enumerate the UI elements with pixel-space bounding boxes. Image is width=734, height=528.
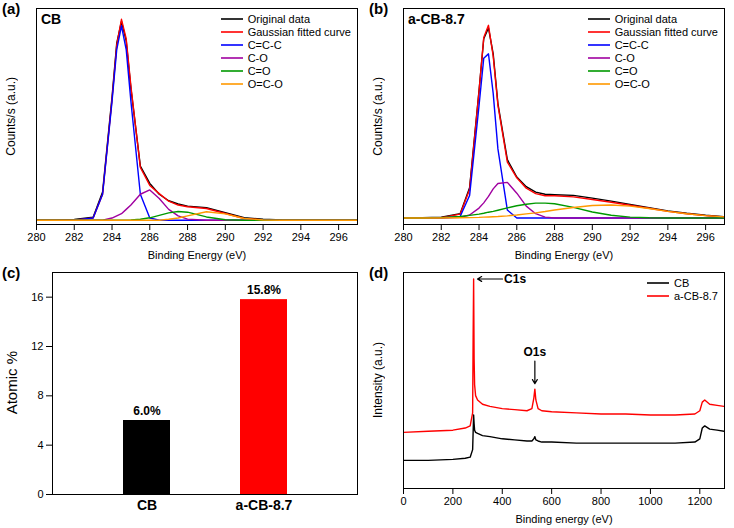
svg-text:4: 4	[37, 439, 43, 451]
svg-text:294: 294	[292, 231, 310, 243]
svg-text:292: 292	[621, 231, 639, 243]
svg-text:288: 288	[545, 231, 563, 243]
html-text:(d): (d)	[369, 264, 389, 281]
svg-text:O1s: O1s	[524, 345, 547, 359]
svg-text:600: 600	[542, 495, 560, 507]
html-text:Atomic %: Atomic %	[2, 351, 20, 415]
svg-text:16: 16	[31, 291, 43, 303]
html-text:C=O: C=O	[247, 64, 271, 77]
svg-text:6.0%: 6.0%	[133, 404, 161, 418]
svg-text:296: 296	[329, 231, 347, 243]
html-text:(c): (c)	[2, 264, 21, 281]
html-text:(a): (a)	[2, 0, 21, 17]
svg-text:280: 280	[27, 231, 45, 243]
html-text:Original data: Original data	[614, 12, 677, 25]
svg-text:C1s: C1s	[504, 272, 526, 286]
svg-text:286: 286	[508, 231, 526, 243]
html-text:C=C-C: C=C-C	[247, 38, 282, 51]
svg-text:290: 290	[216, 231, 234, 243]
html-text:C=C-C: C=C-C	[614, 38, 649, 51]
html-text:Intensity (a.u.): Intensity (a.u.)	[371, 342, 385, 418]
svg-text:1200: 1200	[688, 495, 712, 507]
html-text:Counts/s (a.u.): Counts/s (a.u.)	[4, 76, 18, 156]
svg-text:Binding energy (eV): Binding energy (eV)	[515, 513, 612, 525]
svg-text:8: 8	[37, 389, 43, 401]
html-text:Original data: Original data	[247, 12, 310, 25]
svg-text:800: 800	[592, 495, 610, 507]
html-text:CB: CB	[674, 276, 690, 289]
svg-text:296: 296	[696, 231, 714, 243]
html-text:(b): (b)	[369, 0, 389, 17]
svg-text:400: 400	[493, 495, 511, 507]
html-text:C-O: C-O	[614, 51, 635, 64]
html-text:a-CB-8.7: a-CB-8.7	[408, 11, 465, 27]
svg-text:286: 286	[141, 231, 159, 243]
html-text:Gaussian fitted curve: Gaussian fitted curve	[247, 25, 351, 38]
svg-text:282: 282	[65, 231, 83, 243]
svg-text:0: 0	[400, 495, 406, 507]
svg-text:200: 200	[444, 495, 462, 507]
html-text:O=C-O: O=C-O	[247, 77, 283, 90]
html-text:C=O: C=O	[614, 64, 638, 77]
svg-text:280: 280	[394, 231, 412, 243]
html-text:CB: CB	[41, 11, 62, 27]
svg-text:12: 12	[31, 340, 43, 352]
svg-text:294: 294	[659, 231, 677, 243]
svg-text:282: 282	[432, 231, 450, 243]
svg-text:15.8%: 15.8%	[247, 283, 281, 297]
svg-text:288: 288	[178, 231, 196, 243]
svg-text:Binding Energy (eV): Binding Energy (eV)	[515, 249, 613, 261]
html-text:a-CB-8.7: a-CB-8.7	[674, 289, 718, 302]
svg-text:292: 292	[254, 231, 272, 243]
html-text:Gaussian fitted curve: Gaussian fitted curve	[614, 25, 718, 38]
html-text:C-O: C-O	[247, 51, 268, 64]
html-text:O=C-O: O=C-O	[614, 77, 650, 90]
svg-text:284: 284	[470, 231, 488, 243]
html-text:Counts/s (a.u.): Counts/s (a.u.)	[371, 76, 385, 156]
svg-text:a-CB-8.7: a-CB-8.7	[236, 497, 293, 513]
svg-text:1000: 1000	[638, 495, 662, 507]
svg-text:0: 0	[37, 488, 43, 500]
svg-text:284: 284	[103, 231, 121, 243]
svg-text:Binding Energy (eV): Binding Energy (eV)	[148, 249, 246, 261]
svg-text:290: 290	[583, 231, 601, 243]
svg-text:CB: CB	[137, 497, 157, 513]
